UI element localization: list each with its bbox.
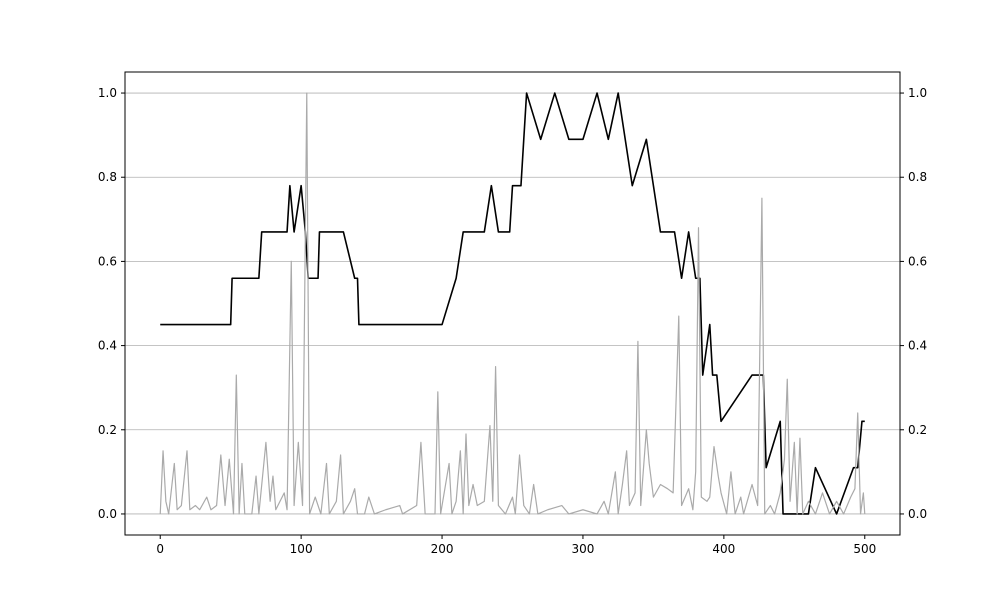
- y-tick-label-right: 0.6: [908, 254, 927, 268]
- series-line-stepped-level: [160, 92, 865, 515]
- plot-series: [159, 92, 866, 515]
- y-tick-label-left: 1.0: [98, 86, 117, 100]
- x-tick-label: 100: [290, 542, 313, 556]
- y-tick-label-right: 0.0: [908, 507, 927, 521]
- x-tick-label: 500: [853, 542, 876, 556]
- series-line-spikes: [159, 92, 866, 515]
- x-tick-label: 200: [431, 542, 454, 556]
- y-tick-label-left: 0.2: [98, 423, 117, 437]
- y-tick-label-left: 0.0: [98, 507, 117, 521]
- y-tick-label-left: 0.6: [98, 254, 117, 268]
- x-tick-label: 0: [156, 542, 164, 556]
- y-tick-label-right: 0.2: [908, 423, 927, 437]
- axes: 0.0 0.0 0.2 0.2 0.4 0.4 0.6 0.6 0.8 0.8 1.0 1.0 0 100…: [98, 71, 927, 556]
- y-tick-label-left: 0.4: [98, 339, 117, 353]
- y-tick-label-right: 0.4: [908, 339, 927, 353]
- y-tick-label-right: 0.8: [908, 170, 927, 184]
- plot-frame: [124, 71, 901, 536]
- gridlines: [125, 92, 900, 515]
- x-tick-label: 400: [712, 542, 735, 556]
- x-tick-label: 300: [572, 542, 595, 556]
- y-tick-label-right: 1.0: [908, 86, 927, 100]
- y-tick-label-left: 0.8: [98, 170, 117, 184]
